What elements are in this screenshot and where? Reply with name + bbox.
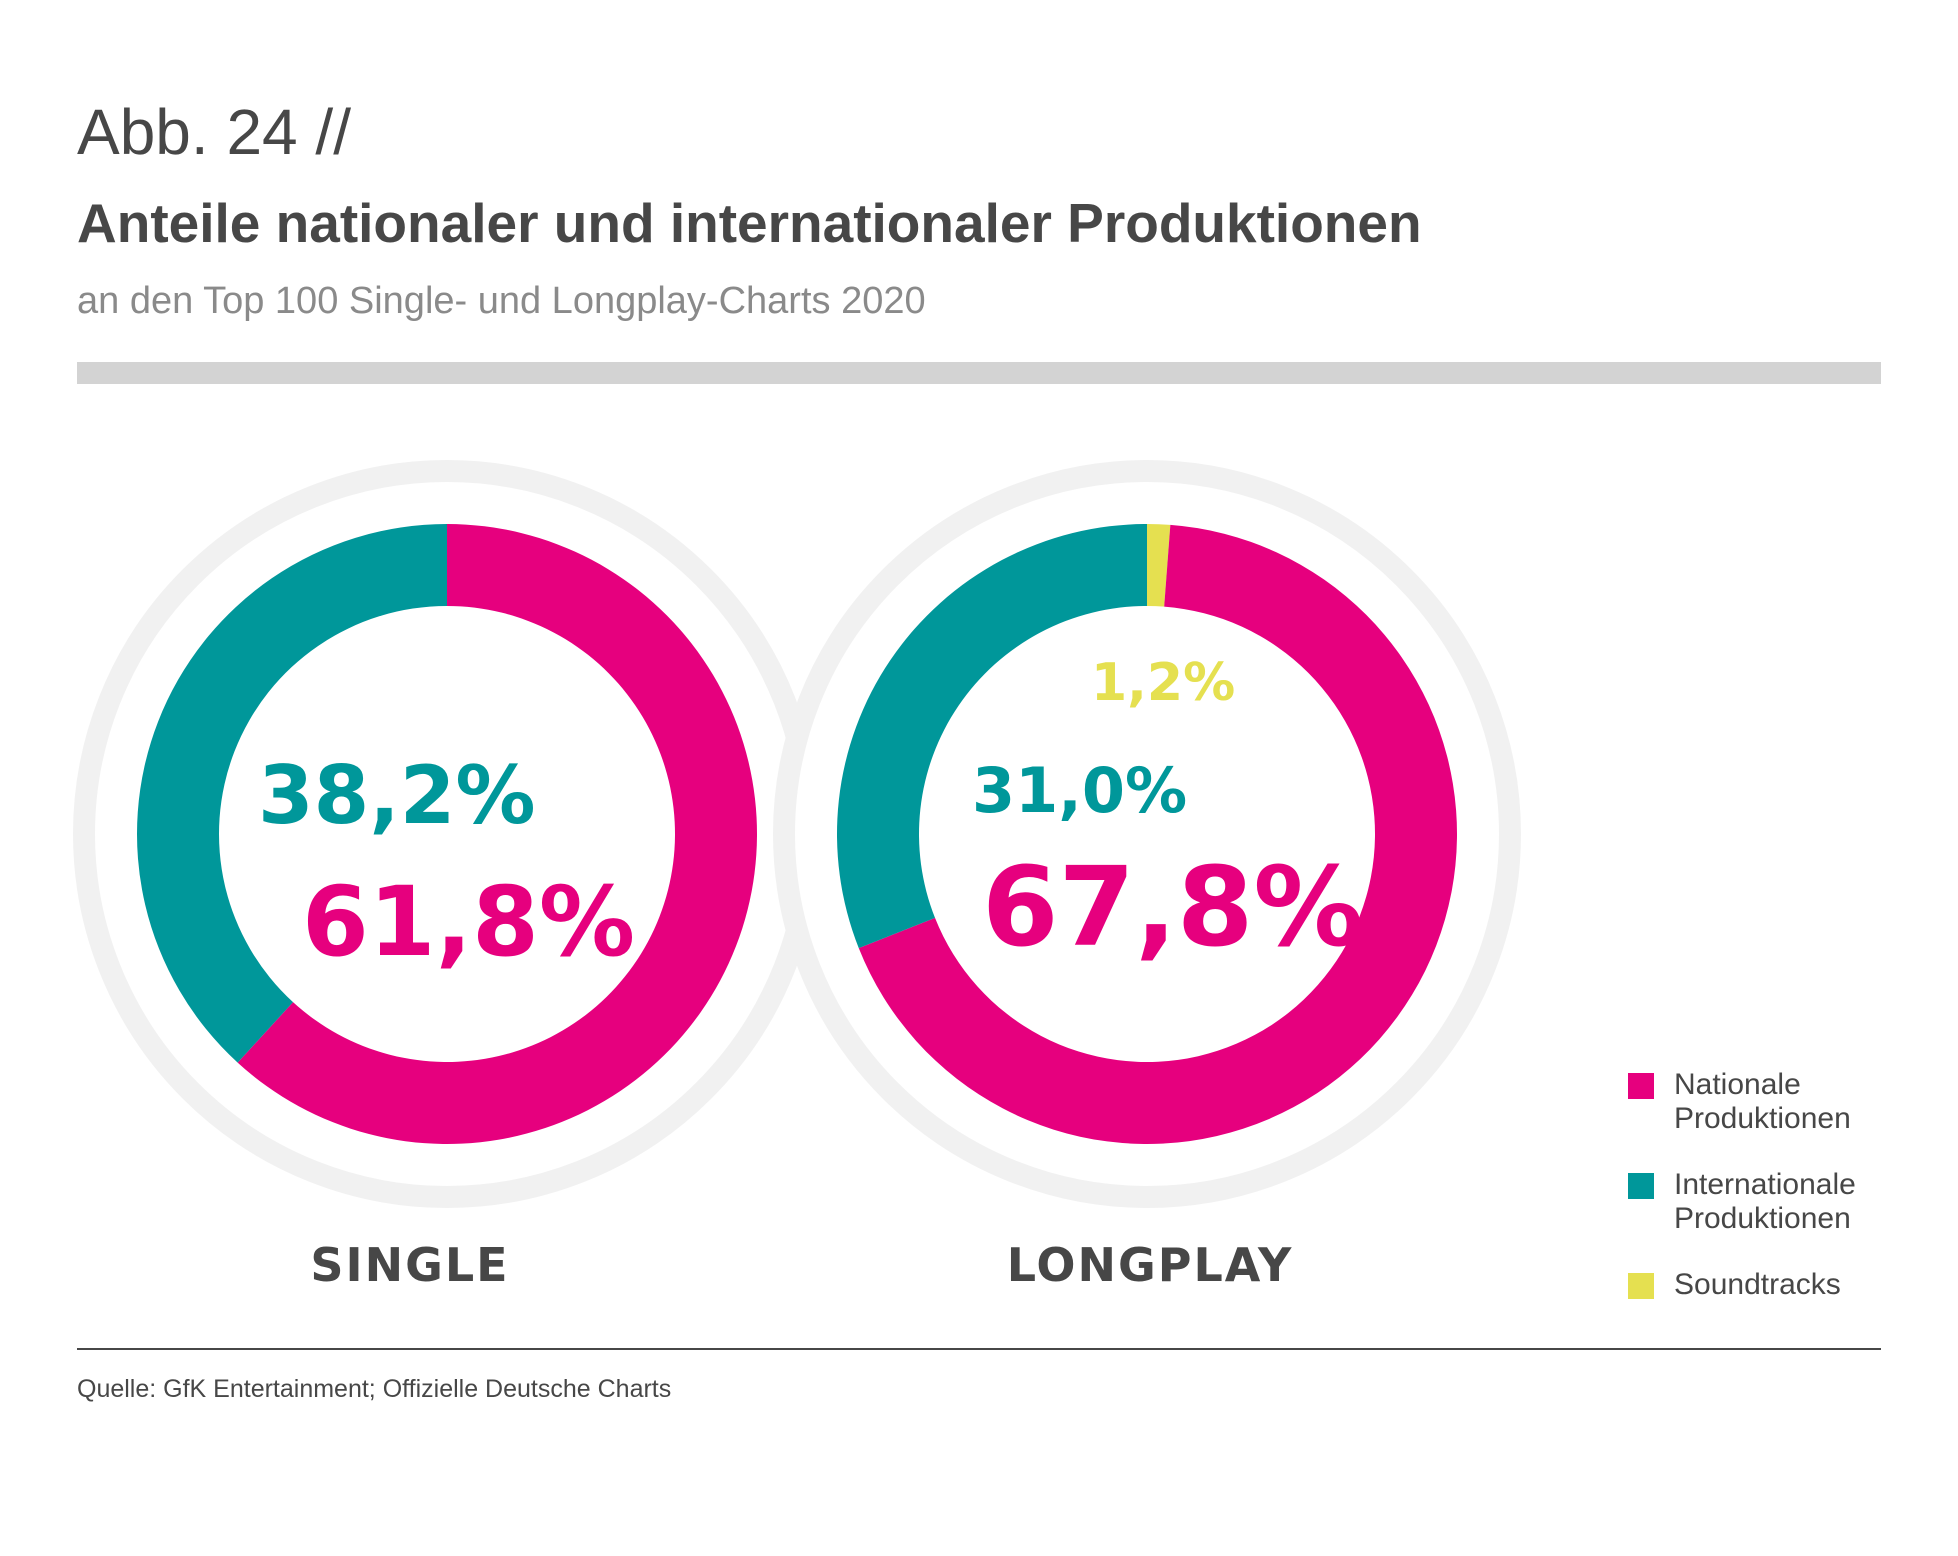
value-label-soundtracks: 1,2% xyxy=(1091,653,1235,713)
value-label-nationale: 67,8% xyxy=(982,843,1364,971)
header-divider xyxy=(77,362,1881,384)
value-label-nationale: 61,8% xyxy=(302,866,635,978)
slice-soundtracks xyxy=(1147,524,1171,607)
legend-swatch-internationale xyxy=(1628,1173,1654,1199)
donut-longplay xyxy=(837,524,1457,1144)
donut-single xyxy=(137,524,758,1144)
slice-nationale xyxy=(237,524,758,1144)
legend-label: Soundtracks xyxy=(1674,1268,1841,1301)
category-label-single: SINGLE xyxy=(310,1238,509,1292)
legend-swatch-soundtracks xyxy=(1628,1273,1654,1299)
legend-label: Nationale Produktionen xyxy=(1674,1068,1851,1135)
category-label-longplay: LONGPLAY xyxy=(1007,1238,1294,1292)
chart-subtitle: an den Top 100 Single- und Longplay-Char… xyxy=(77,280,926,322)
footer-divider xyxy=(77,1348,1881,1350)
slice-internationale xyxy=(137,524,447,1063)
legend-label: Internationale Produktionen xyxy=(1674,1168,1856,1235)
source-note: Quelle: GfK Entertainment; Offizielle De… xyxy=(77,1375,672,1403)
legend-swatch-nationale xyxy=(1628,1073,1654,1099)
figure-label: Abb. 24 // xyxy=(77,96,351,168)
slice-internationale xyxy=(837,524,1147,949)
chart-title: Anteile nationaler und internationaler P… xyxy=(77,192,1422,254)
value-label-internationale: 31,0% xyxy=(972,754,1187,827)
value-label-internationale: 38,2% xyxy=(258,749,536,842)
